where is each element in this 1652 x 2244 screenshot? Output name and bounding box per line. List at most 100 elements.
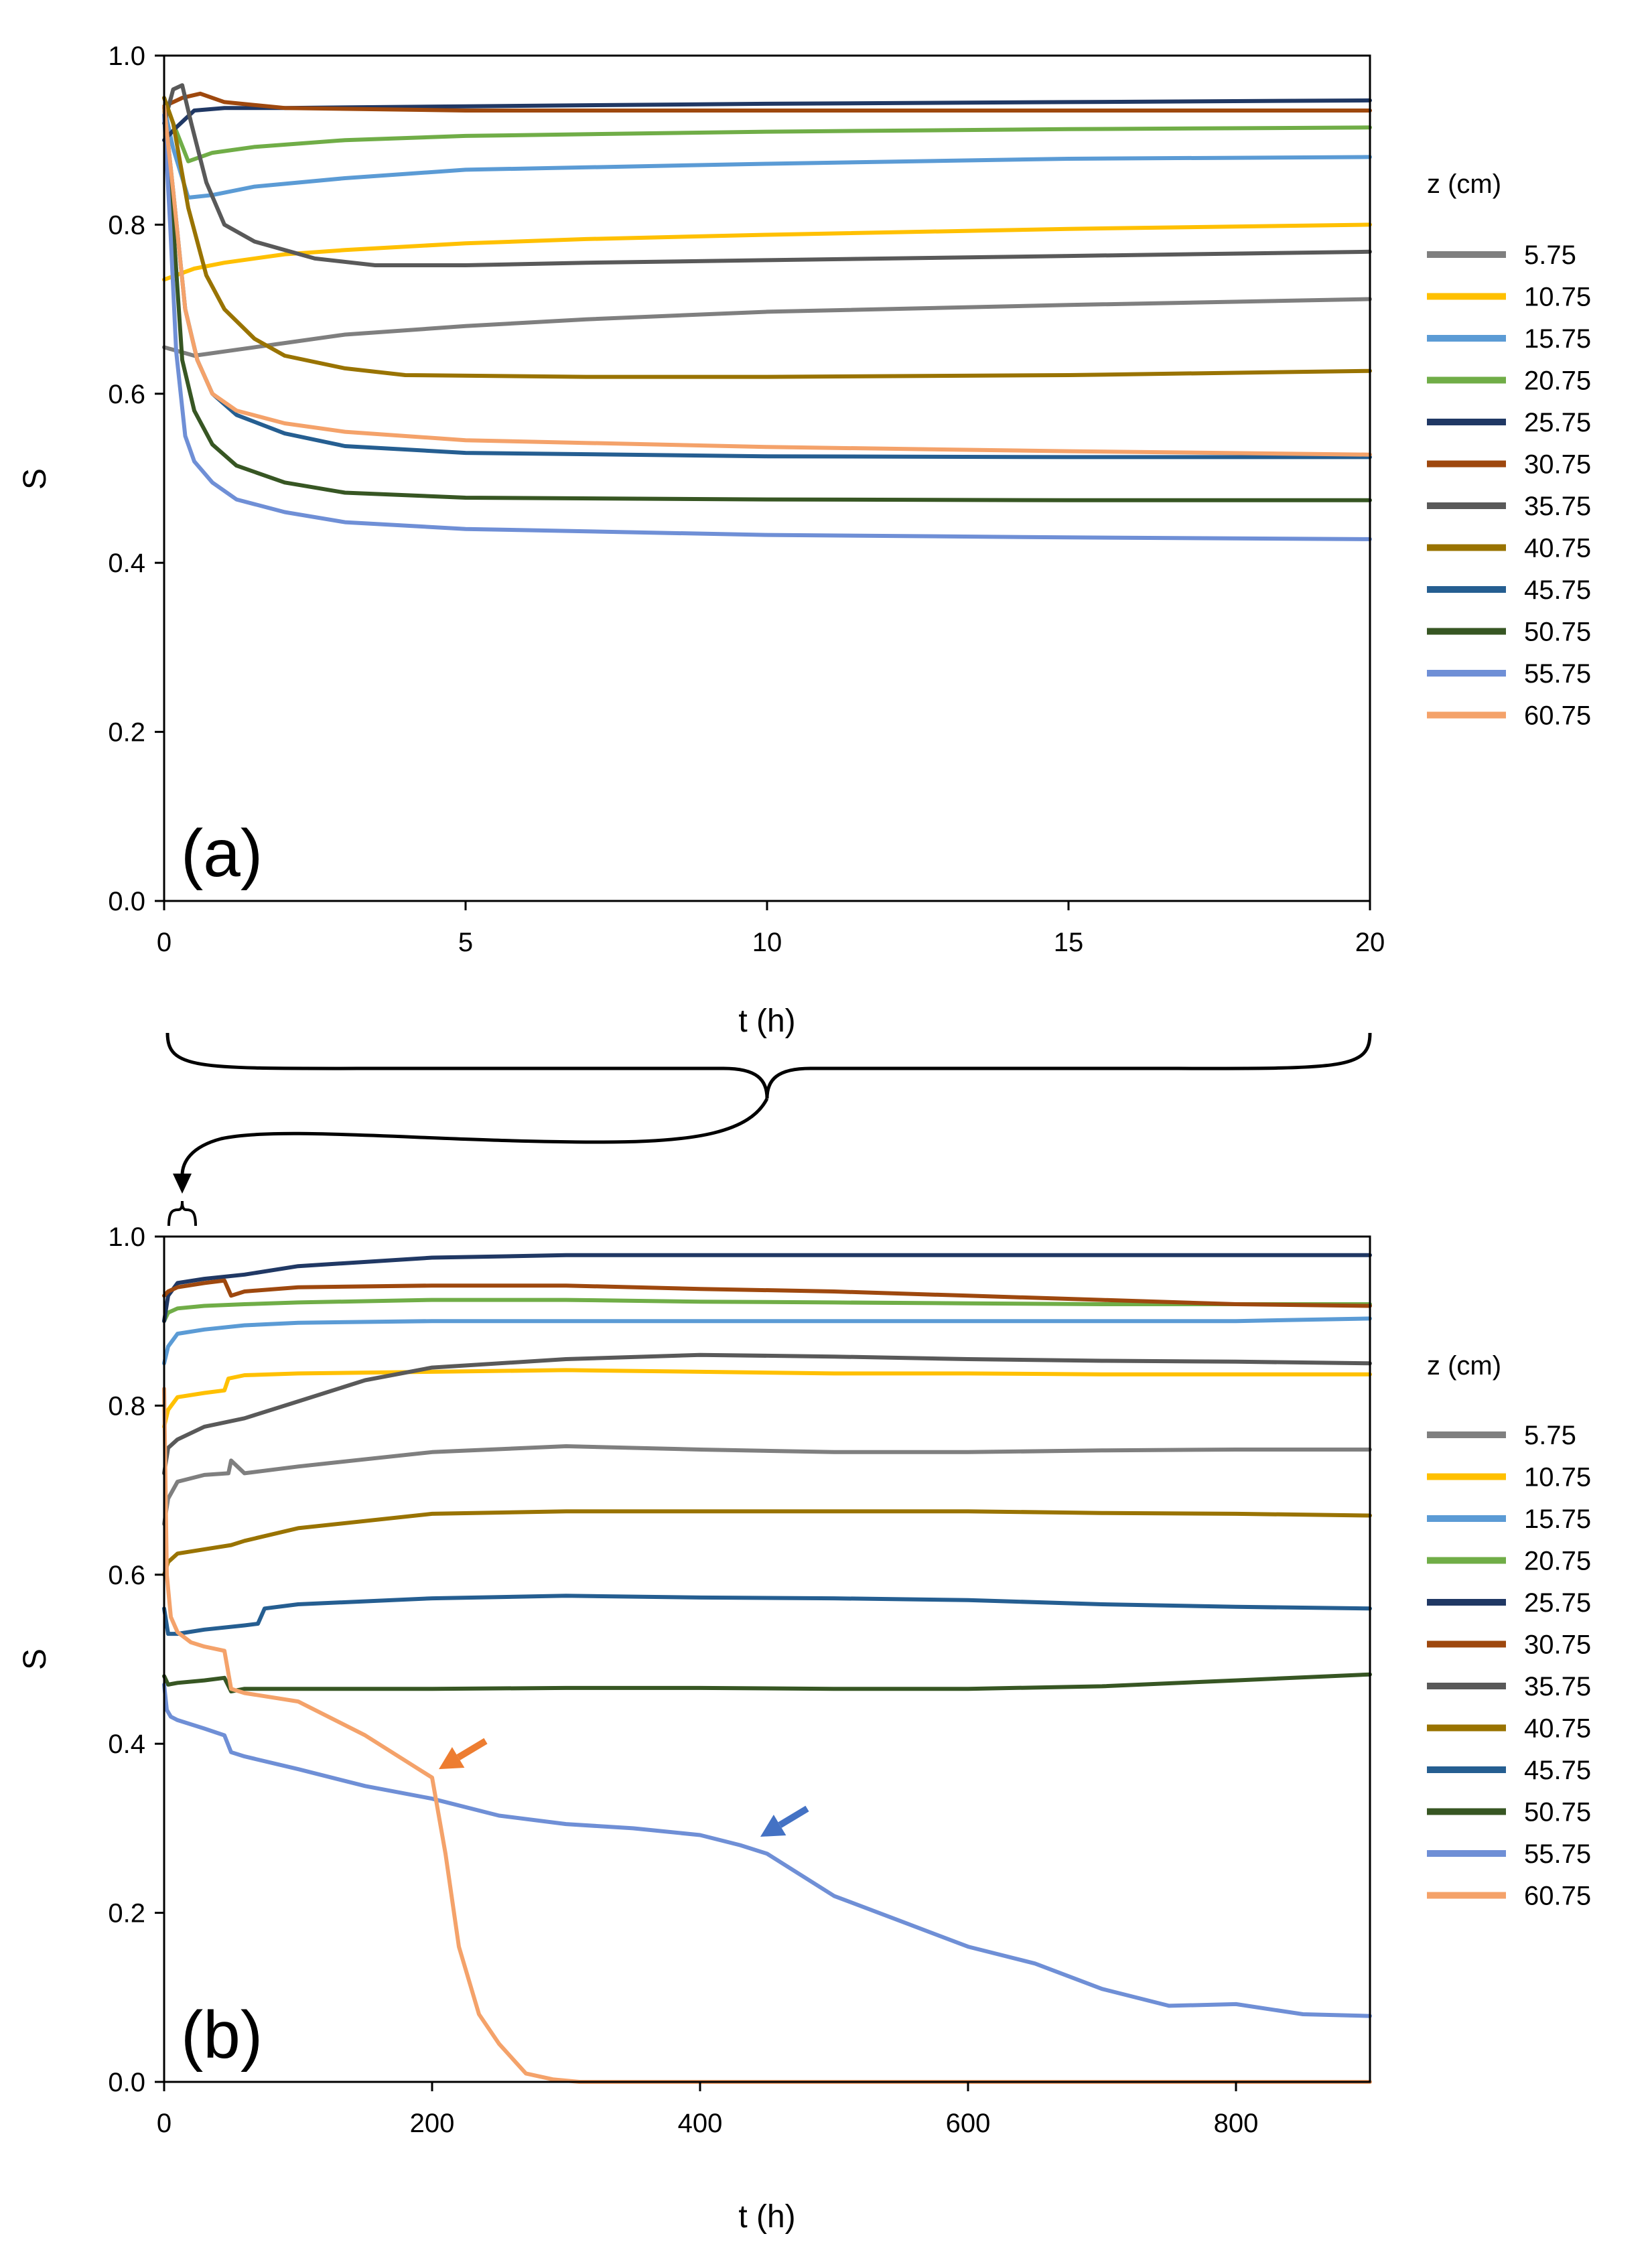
panel-a-legend-label: 45.75: [1524, 575, 1591, 605]
panel-b-x-tick-label: 800: [1214, 2109, 1259, 2138]
panel-b-y-tick-label: 1.0: [108, 1222, 145, 1252]
panel-a-series: [162, 83, 1372, 541]
panel-a-plot-frame: [163, 54, 1371, 902]
panel-a-y-axis-title: S: [17, 468, 53, 490]
panel-b-legend: z (cm) 5.75 10.75 15.75 20.75 25.75 30.75 35.7…: [1427, 1351, 1591, 1911]
panel-a-legend-title: z (cm): [1427, 169, 1501, 199]
panel-a-x-ticks: 0 5 10 15 20: [157, 901, 1385, 957]
panel-a-y-ticks: 0.0 0.2 0.4 0.6 0.8 1.0: [108, 42, 164, 916]
zoom-brace: [165, 1032, 1372, 1099]
zoom-arrow-head: [173, 1174, 192, 1194]
panel-b-series-line-30-75: [162, 1278, 1372, 1308]
panel-a-legend-label: 30.75: [1524, 450, 1591, 480]
panel-b-legend-label: 25.75: [1524, 1588, 1591, 1618]
panel-a-legend: z (cm) 5.75 10.75 15.75 20.75 25.75 30.75 35.7…: [1427, 169, 1591, 731]
panel-b-y-tick-label: 0.2: [108, 1899, 145, 1929]
panel-a-series-line-15-75: [162, 104, 1372, 200]
panel-a-series-line-40-75: [162, 96, 1372, 379]
panel-b-legend-label: 10.75: [1524, 1463, 1591, 1492]
panel-a-legend-label: 5.75: [1524, 240, 1576, 270]
panel-b-legend-title: z (cm): [1427, 1351, 1501, 1381]
panel-b-series-line-40-75: [162, 1509, 1372, 1577]
panel-a-legend-label: 10.75: [1524, 283, 1591, 312]
panel-b-legend-label: 35.75: [1524, 1672, 1591, 1701]
panel-b-y-tick-label: 0.6: [108, 1561, 145, 1590]
panel-a-series-line-60-75: [162, 104, 1372, 457]
panel-b-y-tick-label: 0.4: [108, 1730, 145, 1759]
panel-b-legend-label: 20.75: [1524, 1547, 1591, 1576]
panel-b-series-line-45-75: [162, 1594, 1372, 1636]
panel-b-annotations: [439, 1738, 809, 1837]
panel-b-label: (b): [181, 1997, 263, 2073]
panel-b-x-tick-label: 600: [946, 2109, 991, 2138]
panel-b-x-axis-title: t (h): [738, 2199, 795, 2235]
panel-a-series-line-50-75: [162, 104, 1372, 502]
panel-b-x-tick-label: 0: [157, 2109, 171, 2138]
panel-a-series-line-30-75: [162, 91, 1372, 113]
panel-b-series-line-15-75: [162, 1316, 1372, 1366]
panel-b-series-line-55-75: [162, 1682, 1372, 2018]
panel-a-y-tick-label: 0.2: [108, 718, 145, 748]
panel-b-y-tick-label: 0.0: [108, 2068, 145, 2097]
small-brace: [167, 1200, 197, 1226]
panel-a-x-tick-label: 0: [157, 928, 171, 957]
panel-b-legend-label: 40.75: [1524, 1714, 1591, 1744]
panel-b-x-tick-label: 200: [410, 2109, 455, 2138]
panel-a-series-line-55-75: [162, 113, 1372, 541]
zoom-arrow-line: [180, 1097, 769, 1176]
panel-a-y-tick-label: 1.0: [108, 42, 145, 71]
panel-b-annotation-arrow-head: [439, 1747, 465, 1770]
panel-a-chart: 0 5 10 15 20 0.00.20.40.60.81.0 t (h) S (a) …: [17, 42, 1591, 1039]
panel-b-y-axis-title: S: [17, 1649, 53, 1670]
panel-a-y-tick-label: 0.0: [108, 887, 145, 916]
panel-b-x-ticks: 0 200 400 600 800: [157, 2082, 1259, 2138]
panel-b-legend-label: 60.75: [1524, 1882, 1591, 1911]
panel-a-y-tick-label: 0.6: [108, 380, 145, 409]
panel-b-plot-frame: [163, 1235, 1371, 2083]
panel-a-x-tick-label: 20: [1355, 928, 1385, 957]
panel-b-y-ticks: 0.0 0.2 0.4 0.6 0.8 1.0: [108, 1222, 164, 2097]
panel-b-legend-label: 55.75: [1524, 1839, 1591, 1869]
panel-b-legend-label: 15.75: [1524, 1504, 1591, 1534]
panel-a-legend-label: 25.75: [1524, 408, 1591, 437]
panel-a-legend-label: 15.75: [1524, 324, 1591, 354]
panel-a-legend-label: 50.75: [1524, 618, 1591, 647]
panel-a-x-tick-label: 5: [458, 928, 473, 957]
panel-a-y-tick-label: 0.4: [108, 549, 145, 578]
panel-a-legend-label: 40.75: [1524, 534, 1591, 563]
panel-b-series-line-50-75: [162, 1672, 1372, 1693]
panel-a-series-line-5-75: [162, 297, 1372, 358]
panel-b-legend-label: 50.75: [1524, 1798, 1591, 1827]
panel-a-series-line-25-75: [162, 98, 1372, 143]
panel-b-series-line-35-75: [162, 1352, 1372, 1476]
panel-a-y-tick-label: 0.8: [108, 210, 145, 240]
panel-b-series-line-25-75: [162, 1253, 1372, 1324]
panel-b-y-tick-label: 0.8: [108, 1391, 145, 1421]
panel-a-legend-label: 35.75: [1524, 492, 1591, 521]
panel-b-x-tick-label: 400: [678, 2109, 723, 2138]
panel-a-series-line-10-75: [162, 222, 1372, 282]
panel-a-legend-label: 20.75: [1524, 366, 1591, 396]
panel-a-legend-label: 55.75: [1524, 659, 1591, 689]
panel-b-chart: 0 200 400 600 800 0.0 0.2 0.4 0.6 0.8 1.0 t (h) S…: [17, 1222, 1591, 2235]
panel-a-series-line-20-75: [162, 96, 1372, 163]
panel-b-annotation-arrow-shaft: [778, 1805, 809, 1828]
panel-a-label: (a): [181, 816, 263, 891]
panel-b-series-line-60-75: [162, 1387, 1372, 2084]
panel-a-series-line-35-75: [162, 83, 1372, 267]
panel-b-legend-label: 30.75: [1524, 1630, 1591, 1660]
panel-b-series-line-20-75: [162, 1298, 1372, 1324]
panel-a-legend-label: 60.75: [1524, 701, 1591, 731]
panel-b-series: [162, 1253, 1372, 2084]
panel-b-annotation-arrow-head: [760, 1815, 786, 1837]
panel-a-x-axis-title: t (h): [738, 1003, 795, 1039]
panel-a-x-tick-label: 15: [1054, 928, 1084, 957]
panel-a-x-tick-label: 10: [752, 928, 782, 957]
panel-b-series-line-5-75: [162, 1444, 1372, 1527]
panel-b-series-line-10-75: [162, 1368, 1372, 1429]
zoom-connector: [165, 1032, 1372, 1226]
panel-b-legend-label: 45.75: [1524, 1756, 1591, 1785]
panel-b-annotation-arrow-shaft: [456, 1738, 488, 1760]
panel-b-legend-label: 5.75: [1524, 1421, 1576, 1450]
